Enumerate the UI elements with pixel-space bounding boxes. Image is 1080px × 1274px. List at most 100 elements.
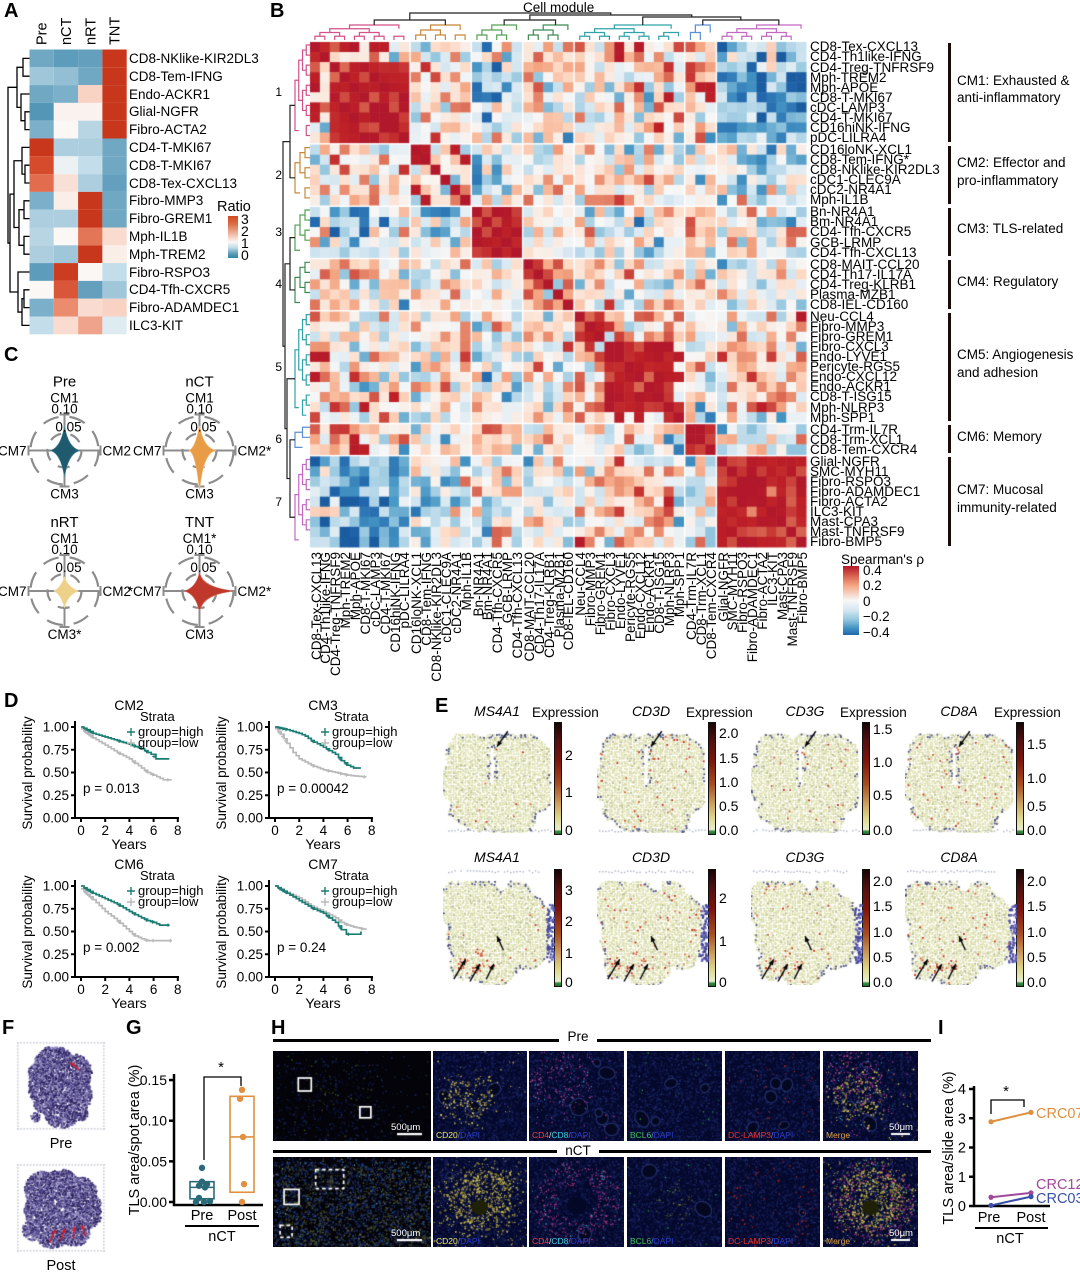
svg-text:*: *	[218, 1059, 224, 1076]
svg-text:4: 4	[126, 823, 134, 838]
svg-text:1: 1	[958, 1170, 966, 1186]
svg-text:4: 4	[320, 982, 328, 997]
svg-text:Years: Years	[111, 836, 146, 852]
svg-text:Years: Years	[305, 836, 340, 852]
svg-text:CRC03: CRC03	[1036, 1191, 1080, 1207]
svg-text:1.00: 1.00	[43, 720, 69, 735]
svg-text:Pre: Pre	[35, 22, 51, 45]
svg-text:CM7: CM7	[133, 444, 162, 459]
svg-text:0.50: 0.50	[43, 924, 69, 939]
svg-text:Strata: Strata	[140, 868, 175, 883]
svg-text:6: 6	[150, 982, 158, 997]
svg-text:Years: Years	[305, 995, 340, 1011]
svg-text:2: 2	[958, 1141, 966, 1157]
svg-text:0.75: 0.75	[237, 901, 263, 916]
svg-text:0: 0	[77, 982, 85, 997]
svg-text:CM7: CM7	[308, 856, 338, 872]
svg-text:0: 0	[958, 1199, 966, 1215]
svg-text:3: 3	[958, 1111, 966, 1127]
svg-text:0.00: 0.00	[237, 811, 263, 826]
svg-text:0.25: 0.25	[237, 788, 263, 803]
svg-text:group=low: group=low	[138, 894, 199, 909]
svg-text:p = 0.013: p = 0.013	[83, 781, 140, 796]
svg-text:0.75: 0.75	[43, 901, 69, 916]
svg-text:2: 2	[101, 823, 109, 838]
svg-text:p = 0.00042: p = 0.00042	[277, 781, 349, 796]
svg-text:6: 6	[344, 823, 352, 838]
svg-text:group=low: group=low	[332, 735, 393, 750]
svg-text:CM2: CM2	[103, 584, 132, 599]
svg-text:CM1: CM1	[50, 531, 79, 546]
svg-text:8: 8	[368, 823, 376, 838]
svg-text:0.10: 0.10	[140, 1113, 167, 1129]
svg-text:0.00: 0.00	[140, 1194, 167, 1210]
svg-text:nCT: nCT	[185, 374, 213, 391]
svg-text:1.00: 1.00	[237, 720, 263, 735]
svg-text:0: 0	[271, 982, 279, 997]
svg-text:nRT: nRT	[83, 18, 99, 45]
svg-text:0.50: 0.50	[237, 765, 263, 780]
svg-text:*CM7: *CM7	[128, 584, 162, 599]
svg-text:0.10: 0.10	[186, 402, 212, 417]
svg-text:Pre: Pre	[53, 374, 76, 391]
svg-text:CRC07: CRC07	[1036, 1106, 1080, 1122]
svg-text:CM2: CM2	[114, 697, 144, 713]
svg-text:TLS area/spot area (%): TLS area/spot area (%)	[127, 1065, 143, 1216]
svg-text:CM3: CM3	[50, 487, 79, 502]
svg-text:group=high: group=high	[138, 724, 203, 739]
svg-text:CM1: CM1	[50, 391, 79, 406]
svg-text:CM7: CM7	[0, 444, 27, 459]
svg-text:6: 6	[344, 982, 352, 997]
svg-text:4: 4	[126, 982, 134, 997]
svg-text:0.10: 0.10	[51, 542, 77, 557]
svg-text:2: 2	[101, 982, 109, 997]
svg-text:2: 2	[295, 823, 303, 838]
svg-text:0.50: 0.50	[43, 765, 69, 780]
svg-text:CM2*: CM2*	[238, 584, 273, 599]
svg-text:CM6: CM6	[114, 856, 144, 872]
svg-text:0.25: 0.25	[237, 947, 263, 962]
svg-text:0.25: 0.25	[43, 788, 69, 803]
svg-text:TLS area/slide area (%): TLS area/slide area (%)	[941, 1071, 957, 1224]
svg-text:CM3: CM3	[185, 627, 214, 642]
svg-text:nRT: nRT	[50, 514, 78, 531]
svg-text:Survival probability: Survival probability	[214, 716, 229, 830]
svg-text:0.15: 0.15	[140, 1072, 167, 1088]
svg-text:Pre: Pre	[191, 1208, 214, 1224]
svg-text:nCT: nCT	[208, 1229, 236, 1245]
svg-text:0.05: 0.05	[190, 420, 216, 435]
svg-text:8: 8	[174, 982, 182, 997]
svg-text:4: 4	[320, 823, 328, 838]
svg-text:Strata: Strata	[140, 709, 175, 724]
svg-text:1.00: 1.00	[237, 879, 263, 894]
svg-text:group=high: group=high	[138, 883, 203, 898]
svg-text:group=high: group=high	[332, 883, 397, 898]
svg-text:Survival probability: Survival probability	[20, 875, 35, 989]
svg-text:2: 2	[295, 982, 303, 997]
svg-text:Post: Post	[1016, 1210, 1045, 1226]
svg-text:0.05: 0.05	[55, 560, 81, 575]
svg-text:8: 8	[368, 982, 376, 997]
svg-text:Strata: Strata	[334, 709, 369, 724]
svg-text:nCT: nCT	[59, 17, 75, 45]
svg-text:CM3*: CM3*	[48, 627, 83, 642]
svg-text:*: *	[1003, 1083, 1009, 1100]
svg-text:nCT: nCT	[996, 1231, 1024, 1247]
svg-text:Survival probability: Survival probability	[214, 875, 229, 989]
svg-text:0.00: 0.00	[43, 970, 69, 985]
svg-text:4: 4	[958, 1082, 966, 1098]
svg-text:1.00: 1.00	[43, 879, 69, 894]
svg-text:group=high: group=high	[332, 724, 397, 739]
svg-text:p = 0.24: p = 0.24	[277, 940, 327, 955]
svg-text:CM2: CM2	[103, 444, 132, 459]
svg-text:CM1*: CM1*	[183, 531, 218, 546]
svg-text:0.50: 0.50	[237, 924, 263, 939]
svg-text:0.00: 0.00	[237, 970, 263, 985]
svg-text:Pre: Pre	[978, 1210, 1001, 1226]
svg-text:CM3: CM3	[185, 487, 214, 502]
svg-text:CM2*: CM2*	[238, 444, 273, 459]
svg-text:Survival probability: Survival probability	[20, 716, 35, 830]
svg-text:TNT: TNT	[185, 514, 214, 531]
svg-text:0.10: 0.10	[186, 542, 212, 557]
svg-text:Strata: Strata	[334, 868, 369, 883]
